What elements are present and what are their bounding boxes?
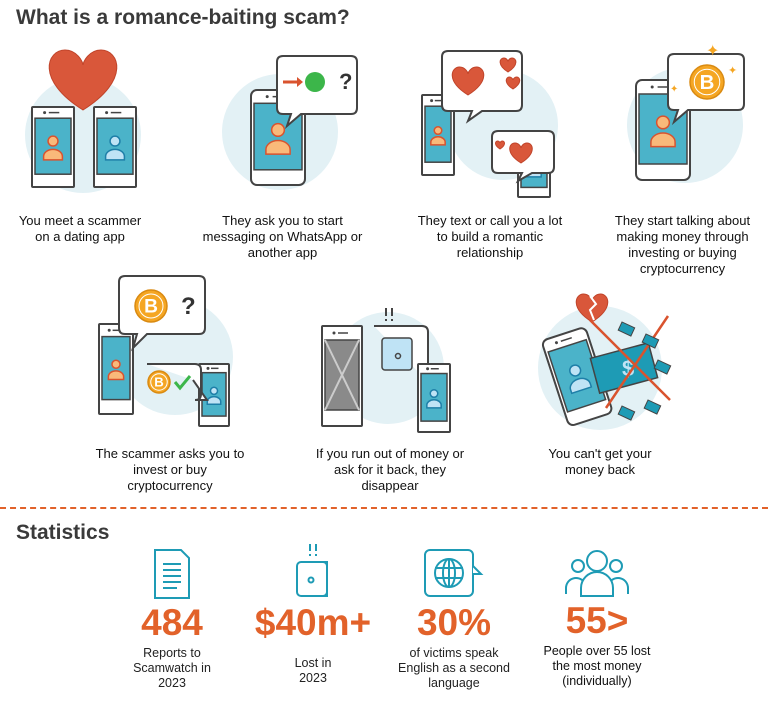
svg-text:B: B bbox=[700, 72, 715, 94]
phone-lost-money-icon: $ bbox=[530, 290, 680, 435]
step-caption: They ask you to start messaging on Whats… bbox=[202, 213, 363, 260]
step-caption: The scammer asks you to invest or buy cr… bbox=[95, 446, 245, 493]
phone-bitcoin-icon: B ✦ ✦ ✦ bbox=[610, 40, 760, 195]
section-divider bbox=[0, 507, 768, 509]
empty-wallet-icon bbox=[296, 544, 328, 597]
page-title: What is a romance-baiting scam? bbox=[16, 6, 350, 29]
people-group-icon bbox=[565, 550, 629, 597]
phones-hearts-icon bbox=[418, 45, 568, 200]
stat-value: 484 bbox=[141, 602, 203, 643]
phones-bitcoin-question-icon-graphic: B? B bbox=[98, 275, 233, 427]
stat-lost: $40m+ Lost in 2023 bbox=[243, 542, 383, 686]
stat-reports: 484 Reports to Scamwatch in 2023 bbox=[102, 548, 242, 691]
phone-empty-wallet-icon bbox=[318, 300, 468, 435]
stat-value: 30% bbox=[416, 602, 492, 643]
step-caption: They start talking about making money th… bbox=[614, 213, 751, 276]
stat-language: 30% of victims speak English as a second… bbox=[384, 548, 524, 691]
svg-text:B: B bbox=[144, 297, 158, 318]
phones-bitcoin-question-icon: B? B bbox=[95, 272, 245, 432]
step-caption: You can't get your money back bbox=[548, 446, 652, 477]
phone-empty-wallet-icon-graphic bbox=[321, 308, 451, 433]
stat-label: Lost in 2023 bbox=[294, 656, 332, 685]
two-phones-heart-icon-graphic bbox=[25, 49, 141, 193]
globe-speech-icon bbox=[424, 549, 484, 597]
stat-label: of victims speak English as a second lan… bbox=[398, 646, 510, 690]
step-caption: You meet a scammer on a dating app bbox=[18, 213, 142, 244]
svg-text:✦: ✦ bbox=[728, 64, 737, 77]
svg-text:?: ? bbox=[181, 293, 196, 320]
phone-lost-money-icon-graphic: $ bbox=[538, 293, 672, 430]
step-caption: They text or call you a lot to build a r… bbox=[417, 213, 563, 260]
two-phones-heart-icon bbox=[18, 45, 148, 195]
stat-value: 55> bbox=[565, 600, 629, 641]
svg-text:✦: ✦ bbox=[706, 41, 719, 60]
step-caption: If you run out of money or ask for it ba… bbox=[315, 446, 465, 493]
stat-age: 55> People over 55 lost the most money (… bbox=[527, 548, 667, 689]
phones-hearts-icon-graphic bbox=[421, 50, 558, 198]
phone-bitcoin-icon-graphic: B ✦ ✦ ✦ bbox=[627, 41, 745, 183]
stat-value: $40m+ bbox=[254, 602, 372, 643]
svg-text:B: B bbox=[154, 375, 164, 390]
svg-text:?: ? bbox=[339, 69, 352, 94]
stat-label: People over 55 lost the most money (indi… bbox=[543, 644, 651, 688]
stat-label: Reports to Scamwatch in 2023 bbox=[133, 646, 211, 690]
document-icon bbox=[154, 549, 190, 599]
statistics-title: Statistics bbox=[16, 521, 110, 544]
svg-text:✦: ✦ bbox=[670, 84, 678, 95]
phone-whatsapp-icon-graphic: ? bbox=[222, 55, 358, 190]
phone-whatsapp-icon: ? bbox=[215, 50, 365, 195]
